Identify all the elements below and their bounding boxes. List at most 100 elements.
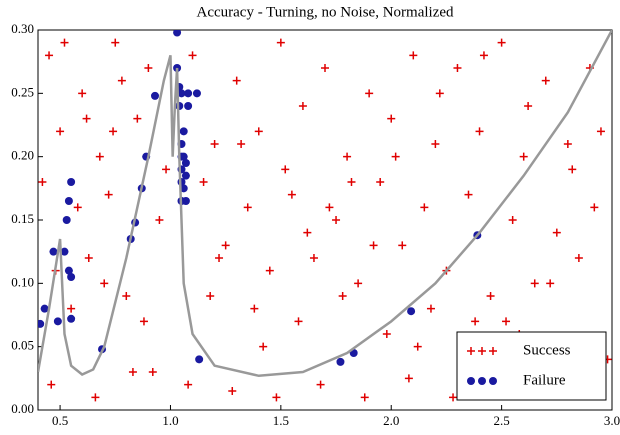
failure-point xyxy=(173,30,182,37)
success-point xyxy=(479,51,488,60)
fit-curve xyxy=(38,30,612,378)
success-point xyxy=(184,380,193,389)
success-point xyxy=(590,203,599,212)
success-point xyxy=(104,190,113,199)
success-point xyxy=(475,127,484,136)
success-point xyxy=(215,254,224,262)
legend-marker xyxy=(489,377,497,385)
x-tick-label: 2.5 xyxy=(493,413,509,428)
success-point xyxy=(254,127,263,136)
success-point xyxy=(596,127,605,136)
success-point xyxy=(78,89,87,98)
success-point xyxy=(67,304,76,313)
success-point xyxy=(84,254,93,262)
success-point xyxy=(404,374,413,383)
y-tick-label: 0.30 xyxy=(11,21,34,36)
success-point xyxy=(206,292,215,300)
chart-title: Accuracy - Turning, no Noise, Normalized xyxy=(196,4,454,20)
failure-point xyxy=(184,102,193,110)
x-tick-label: 3.0 xyxy=(604,413,620,428)
x-tick-label: 1.5 xyxy=(273,413,289,428)
failure-point xyxy=(151,91,160,100)
failure-point xyxy=(67,314,76,323)
success-point xyxy=(519,152,528,161)
failure-point xyxy=(64,266,73,275)
success-point xyxy=(237,140,246,148)
success-point xyxy=(281,165,290,174)
success-point xyxy=(117,76,126,85)
failure-point xyxy=(181,159,190,167)
success-point xyxy=(265,266,274,275)
legend-box xyxy=(456,331,607,401)
failure-point xyxy=(179,152,188,161)
plot-content xyxy=(38,30,612,402)
success-point xyxy=(73,203,82,212)
success-point xyxy=(232,76,241,85)
success-point xyxy=(45,51,54,60)
x-tick-label: 0.5 xyxy=(52,413,68,428)
success-point xyxy=(347,178,356,186)
success-point xyxy=(387,114,396,123)
success-point xyxy=(199,178,208,186)
success-point xyxy=(128,368,137,376)
success-point xyxy=(524,102,533,110)
success-point xyxy=(47,380,56,389)
legend-marker xyxy=(478,377,486,385)
success-point xyxy=(38,178,47,186)
success-point xyxy=(332,216,341,224)
success-point xyxy=(354,279,363,288)
failure-point xyxy=(67,273,76,281)
success-point xyxy=(502,317,511,326)
success-point xyxy=(276,38,285,47)
success-point xyxy=(391,152,400,161)
success-point xyxy=(316,380,325,389)
success-point xyxy=(471,317,480,326)
success-point xyxy=(144,64,153,72)
success-point xyxy=(309,254,318,262)
failure-point xyxy=(62,216,71,224)
success-point xyxy=(376,178,385,186)
success-point xyxy=(298,102,307,110)
success-point xyxy=(413,342,422,351)
success-point xyxy=(541,76,550,85)
y-tick-label: 0.05 xyxy=(11,338,34,353)
success-point xyxy=(508,216,517,224)
success-point xyxy=(272,393,281,402)
legend-marker xyxy=(467,377,475,385)
success-point xyxy=(210,140,219,148)
success-point xyxy=(420,203,429,212)
success-point xyxy=(431,140,440,148)
failure-point xyxy=(192,89,201,98)
success-point xyxy=(546,279,555,288)
y-tick-label: 0.25 xyxy=(11,84,34,99)
success-point xyxy=(221,241,230,250)
success-point xyxy=(188,51,197,60)
success-point xyxy=(228,387,237,395)
failure-point xyxy=(53,317,62,326)
failure-point xyxy=(407,307,416,316)
success-point xyxy=(303,228,312,237)
legend-marker xyxy=(478,347,486,355)
success-point xyxy=(91,393,100,402)
success-point xyxy=(530,279,539,288)
success-point xyxy=(287,190,296,199)
x-tick-label: 1.0 xyxy=(162,413,178,428)
failure-point xyxy=(195,355,204,364)
success-point xyxy=(321,64,329,72)
failure-point xyxy=(179,127,188,136)
success-point xyxy=(563,140,572,148)
success-point xyxy=(294,317,303,326)
failure-point xyxy=(64,197,73,205)
success-point xyxy=(426,304,435,313)
success-point xyxy=(568,165,577,174)
y-tick-label: 0.15 xyxy=(11,211,34,226)
success-point xyxy=(453,64,462,72)
success-point xyxy=(574,254,583,262)
success-point xyxy=(486,292,495,300)
success-point xyxy=(243,203,252,212)
success-point xyxy=(162,165,171,174)
success-point xyxy=(100,279,109,288)
failure-point xyxy=(38,319,45,328)
legend-label: Failure xyxy=(523,372,566,388)
